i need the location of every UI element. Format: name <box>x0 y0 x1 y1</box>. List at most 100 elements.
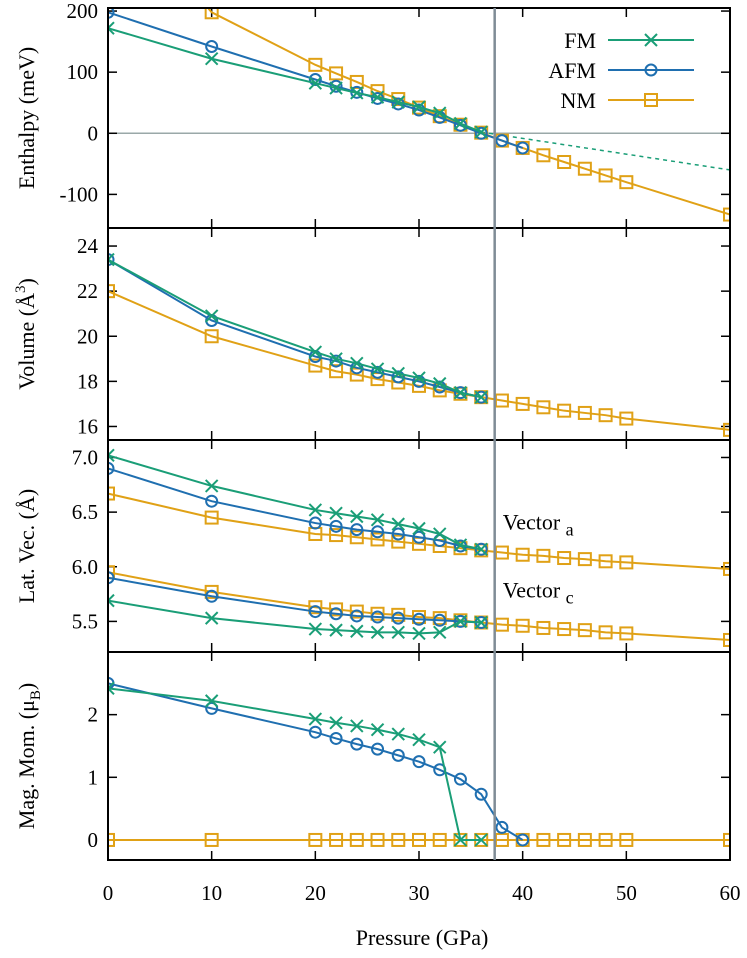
data-point-afm <box>412 755 426 769</box>
y-tick-label: 5.5 <box>72 609 98 633</box>
data-point-fm <box>350 356 364 371</box>
data-point-nm <box>557 622 572 637</box>
data-point-nm <box>308 57 323 72</box>
data-point-afm <box>433 613 447 627</box>
data-point-fm <box>412 521 426 536</box>
series-group <box>108 676 730 847</box>
data-point-afm <box>412 374 426 388</box>
data-point-nm <box>204 329 219 344</box>
data-point-afm <box>371 365 385 379</box>
data-point-fm <box>108 448 115 463</box>
series-line-fm <box>108 258 482 399</box>
legend-marker-nm <box>644 93 658 107</box>
data-point-afm <box>412 530 426 544</box>
data-point-nm <box>391 92 406 107</box>
data-point-afm <box>350 523 364 537</box>
data-point-nm <box>515 547 530 562</box>
data-point-fm <box>433 106 447 120</box>
data-point-nm <box>577 623 592 638</box>
fm-extrapolation-line <box>481 131 730 171</box>
data-point-afm <box>412 103 426 117</box>
data-point-nm <box>494 545 509 560</box>
data-point-fm <box>329 716 343 730</box>
data-point-afm <box>308 605 322 619</box>
data-point-nm <box>723 632 730 647</box>
data-point-afm <box>205 701 219 715</box>
data-point-nm <box>108 284 115 299</box>
series-line-afm <box>108 467 482 551</box>
series-line-afm <box>108 576 482 624</box>
data-point-nm <box>536 832 551 847</box>
data-point-nm <box>598 168 613 183</box>
data-point-afm <box>329 519 343 533</box>
data-point-fm <box>370 90 385 104</box>
data-point-nm <box>329 602 344 617</box>
y-tick-label: 24 <box>77 234 99 258</box>
data-point-fm <box>329 81 343 95</box>
data-point-nm <box>598 554 613 569</box>
data-point-nm <box>577 405 592 420</box>
data-point-nm <box>204 8 219 20</box>
data-point-afm <box>108 571 115 585</box>
data-point-fm <box>453 833 468 847</box>
x-tick-label: 30 <box>409 881 430 905</box>
data-point-nm <box>204 510 219 525</box>
series-line-nm <box>108 492 730 570</box>
data-point-nm <box>557 155 572 169</box>
data-point-afm <box>453 772 467 786</box>
series-group <box>108 8 730 222</box>
y-axis-label-lattice: Lat. Vec. (Å) <box>14 489 39 603</box>
data-point-fm <box>412 626 426 641</box>
legend-marker-afm <box>644 63 658 77</box>
annotation-vector-c: Vector c <box>503 577 574 607</box>
x-tick-label: 60 <box>720 881 741 905</box>
y-tick-label: -100 <box>60 182 99 206</box>
data-point-afm <box>474 787 488 801</box>
data-point-afm <box>329 731 343 745</box>
data-point-fm <box>108 252 115 267</box>
data-point-afm <box>205 40 219 53</box>
data-point-nm <box>349 74 364 89</box>
data-point-nm <box>349 530 364 545</box>
data-point-nm <box>329 832 344 847</box>
data-point-nm <box>515 396 530 411</box>
data-point-fm <box>391 95 405 109</box>
data-point-nm <box>723 832 730 847</box>
data-point-fm <box>474 833 488 847</box>
data-point-fm <box>474 390 488 404</box>
data-point-nm <box>577 161 592 176</box>
data-point-afm <box>391 611 405 625</box>
x-tick-label: 50 <box>616 881 637 905</box>
data-point-nm <box>723 561 730 576</box>
panel-magmom: 0 1 2 Mag. Mom. (μB) <box>14 651 731 861</box>
data-point-afm <box>495 820 509 834</box>
data-point-fm <box>308 503 323 517</box>
data-point-fm <box>433 740 447 754</box>
x-tick-label: 0 <box>103 881 114 905</box>
data-point-fm <box>391 727 405 741</box>
data-point-fm <box>308 712 323 726</box>
data-point-nm <box>619 832 634 847</box>
data-point-afm <box>391 527 405 541</box>
data-point-fm <box>108 681 115 696</box>
y-tick-label: 6.5 <box>72 500 98 524</box>
data-point-afm <box>391 748 405 762</box>
legend-label-fm: FM <box>564 28 596 53</box>
annotation-vector-a: Vector a <box>503 510 574 540</box>
data-point-fm <box>329 506 343 520</box>
data-point-nm <box>412 378 426 393</box>
data-point-afm <box>412 612 426 626</box>
data-point-nm <box>619 411 634 426</box>
data-point-fm <box>474 542 488 556</box>
data-point-nm <box>494 832 509 847</box>
data-point-fm <box>204 52 219 66</box>
series-line-fm <box>108 454 482 551</box>
panel-enthalpy: -100 0 100 200 Enthalpy (meV) <box>14 0 731 229</box>
data-point-afm <box>371 610 385 624</box>
legend: FM AFM NM <box>548 28 694 113</box>
data-point-fm <box>329 352 343 366</box>
data-point-afm <box>108 8 115 19</box>
data-point-fm <box>391 517 405 531</box>
